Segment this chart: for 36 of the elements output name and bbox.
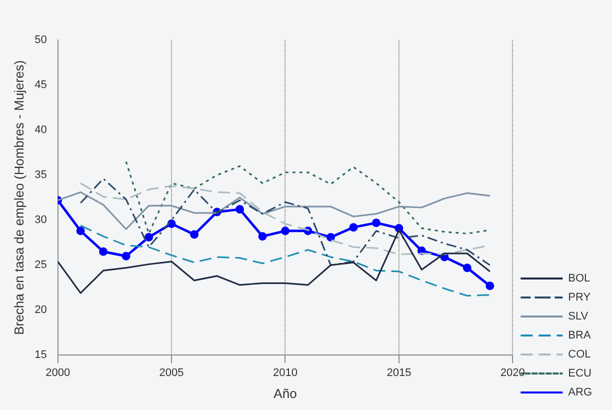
line-series <box>80 178 491 266</box>
y-tick-label: 35 <box>34 169 47 182</box>
x-tick-label: 2000 <box>46 366 70 379</box>
point <box>76 226 85 236</box>
y-tick-label: 30 <box>34 214 47 226</box>
x-axis-title: Año <box>274 386 297 401</box>
point <box>349 223 358 232</box>
legend-label: ARG <box>568 386 592 399</box>
point <box>99 247 108 256</box>
x-tick-label: 2015 <box>386 366 412 379</box>
legend-label: PRY <box>568 292 592 304</box>
point <box>122 252 130 260</box>
y-tick-label: 50 <box>34 34 47 46</box>
point <box>144 232 154 242</box>
x-tick-label: 2020 <box>500 366 525 379</box>
y-tick-label: 15 <box>34 349 47 362</box>
legend-label: ECU <box>568 368 592 380</box>
point <box>236 205 244 214</box>
legend-label: BOL <box>568 272 590 285</box>
point <box>281 226 290 236</box>
y-axis-title: Brecha en tasa de empleo (Hombres - Mujeres) <box>11 60 26 335</box>
legend-label: BRA <box>568 330 592 342</box>
y-tick-label: 25 <box>34 259 47 272</box>
y-tick-label: 20 <box>34 304 47 316</box>
point <box>372 218 380 228</box>
point <box>462 264 472 272</box>
point <box>326 232 335 242</box>
x-tick-label: 2010 <box>273 366 298 379</box>
point <box>258 232 267 241</box>
legend-label: SLV <box>568 310 589 323</box>
point <box>190 230 199 239</box>
x-tick-label: 2005 <box>159 366 184 379</box>
point <box>486 282 494 290</box>
y-tick-label: 45 <box>34 79 47 92</box>
y-tick-label: 40 <box>34 124 47 136</box>
legend-label: COL <box>568 348 591 361</box>
